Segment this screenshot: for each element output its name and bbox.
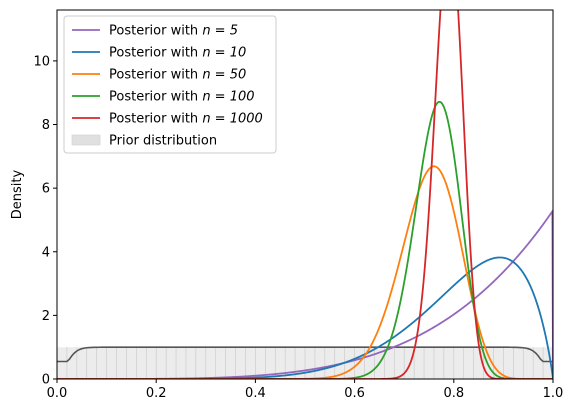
legend-entry-prefix: Posterior with bbox=[109, 112, 202, 127]
x-axis: 0.0 0.2 0.4 0.6 0.8 1.0 bbox=[47, 379, 564, 401]
x-tick-label: 0.6 bbox=[344, 386, 365, 401]
prior-kde-line bbox=[57, 346, 553, 363]
legend-swatch-prior bbox=[71, 134, 101, 146]
posterior-line-2 bbox=[57, 256, 553, 379]
legend-entry-n: n = 10 bbox=[202, 46, 246, 61]
legend-entry: Posterior with n = 100 bbox=[109, 90, 255, 105]
x-tick-label: 1.0 bbox=[543, 386, 564, 401]
legend-entry-n: n = 100 bbox=[202, 90, 254, 105]
legend-entry-prefix: Posterior with bbox=[109, 90, 202, 105]
x-tick-label: 0.2 bbox=[146, 386, 167, 401]
y-axis: 0 2 4 6 8 10 bbox=[33, 54, 57, 388]
y-tick-label: 8 bbox=[42, 118, 50, 133]
legend-entry-n: n = 5 bbox=[202, 24, 238, 39]
legend-entry: Posterior with n = 10 bbox=[109, 46, 246, 61]
legend-entry: Posterior with n = 50 bbox=[109, 68, 246, 83]
legend-entry: Posterior with n = 1000 bbox=[109, 112, 263, 127]
legend-entry-n: n = 1000 bbox=[202, 112, 262, 127]
x-tick-label: 0.0 bbox=[47, 386, 68, 401]
y-axis-label: Density bbox=[10, 169, 25, 219]
plot-frame bbox=[56, 9, 554, 380]
legend-entry: Posterior with n = 5 bbox=[109, 24, 238, 39]
legend-box bbox=[63, 15, 277, 154]
y-tick-label: 4 bbox=[42, 245, 50, 260]
legend-entry-prefix: Posterior with bbox=[109, 46, 202, 61]
posterior-line-5 bbox=[57, 10, 553, 379]
x-tick-label: 0.4 bbox=[245, 386, 266, 401]
legend-entry-prefix: Posterior with bbox=[109, 24, 202, 39]
legend-entry-prior: Prior distribution bbox=[109, 134, 217, 149]
legend-entry-prefix: Posterior with bbox=[109, 68, 202, 83]
x-tick-label: 0.8 bbox=[443, 386, 464, 401]
legend-entry-n: n = 50 bbox=[202, 68, 246, 83]
y-tick-label: 2 bbox=[42, 309, 50, 324]
prior-layer bbox=[57, 346, 553, 379]
y-tick-label: 10 bbox=[33, 54, 50, 69]
y-tick-label: 0 bbox=[42, 373, 50, 388]
posterior-line-4 bbox=[57, 100, 553, 379]
y-tick-label: 6 bbox=[42, 182, 50, 197]
